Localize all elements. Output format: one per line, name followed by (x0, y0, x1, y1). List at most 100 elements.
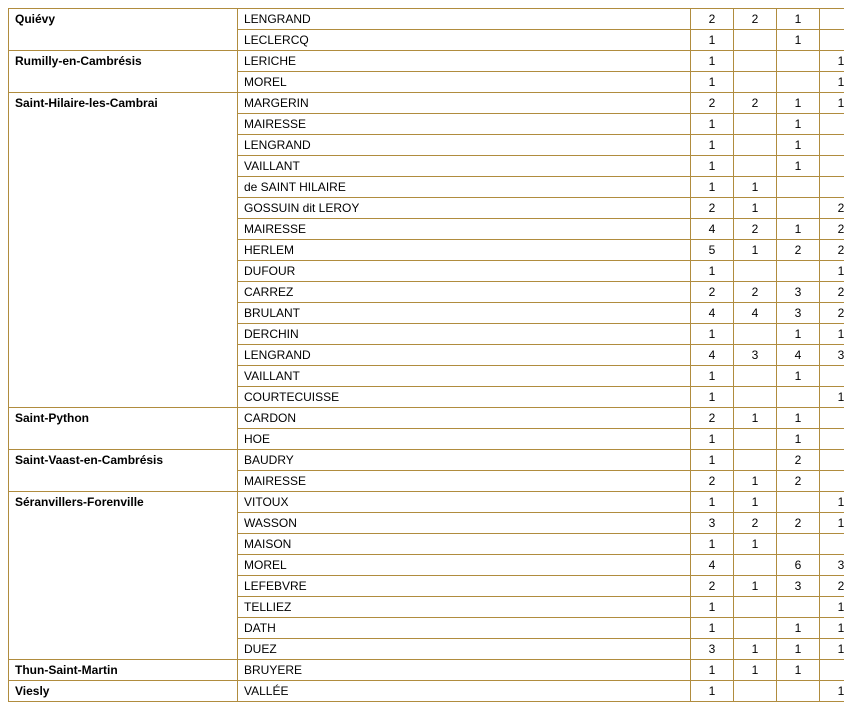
value-cell: 1 (820, 387, 844, 408)
table-row: Rumilly-en-CambrésisLERICHE11 (9, 51, 844, 72)
value-cell: 1 (691, 324, 734, 345)
value-cell: 2 (691, 93, 734, 114)
value-cell: 2 (820, 303, 844, 324)
name-cell: TELLIEZ (238, 597, 691, 618)
value-cell: 1 (820, 261, 844, 282)
value-cell: 1 (820, 639, 844, 660)
name-cell: MAIRESSE (238, 471, 691, 492)
value-cell: 1 (820, 324, 844, 345)
value-cell: 2 (691, 471, 734, 492)
name-cell: CARDON (238, 408, 691, 429)
value-cell: 1 (691, 492, 734, 513)
value-cell (820, 660, 844, 681)
name-cell: de SAINT HILAIRE (238, 177, 691, 198)
name-cell: MARGERIN (238, 93, 691, 114)
value-cell: 4 (734, 303, 777, 324)
place-cell: Thun-Saint-Martin (9, 660, 238, 681)
value-cell: 1 (820, 492, 844, 513)
value-cell: 3 (820, 345, 844, 366)
value-cell (734, 114, 777, 135)
value-cell: 1 (734, 639, 777, 660)
value-cell (734, 387, 777, 408)
place-cell: Saint-Vaast-en-Cambrésis (9, 450, 238, 492)
value-cell (820, 135, 844, 156)
name-cell: MOREL (238, 555, 691, 576)
value-cell: 2 (734, 219, 777, 240)
name-cell: LENGRAND (238, 345, 691, 366)
value-cell: 1 (820, 93, 844, 114)
value-cell (820, 30, 844, 51)
value-cell: 2 (777, 240, 820, 261)
value-cell: 1 (777, 156, 820, 177)
place-cell: Quiévy (9, 9, 238, 51)
value-cell: 2 (734, 93, 777, 114)
name-cell: CARREZ (238, 282, 691, 303)
value-cell: 1 (820, 618, 844, 639)
value-cell (777, 198, 820, 219)
value-cell (777, 387, 820, 408)
table-row: Saint-PythonCARDON211 (9, 408, 844, 429)
value-cell (734, 156, 777, 177)
name-cell: DUEZ (238, 639, 691, 660)
value-cell: 1 (691, 114, 734, 135)
value-cell: 1 (691, 177, 734, 198)
value-cell: 1 (820, 72, 844, 93)
name-cell: BRUYERE (238, 660, 691, 681)
value-cell: 1 (734, 177, 777, 198)
value-cell (734, 261, 777, 282)
value-cell (777, 492, 820, 513)
value-cell: 1 (734, 471, 777, 492)
value-cell: 2 (691, 198, 734, 219)
value-cell (777, 261, 820, 282)
name-cell: LENGRAND (238, 135, 691, 156)
value-cell: 1 (691, 366, 734, 387)
value-cell: 1 (820, 513, 844, 534)
value-cell (820, 450, 844, 471)
table-row: Saint-Hilaire-les-CambraiMARGERIN2211 (9, 93, 844, 114)
value-cell: 1 (691, 618, 734, 639)
value-cell: 3 (691, 513, 734, 534)
value-cell: 2 (691, 9, 734, 30)
name-cell: VAILLANT (238, 366, 691, 387)
value-cell: 1 (777, 219, 820, 240)
value-cell: 3 (777, 303, 820, 324)
value-cell (734, 681, 777, 702)
name-cell: GOSSUIN dit LEROY (238, 198, 691, 219)
value-cell: 1 (734, 492, 777, 513)
value-cell (734, 429, 777, 450)
place-cell: Rumilly-en-Cambrésis (9, 51, 238, 93)
table-row: Séranvillers-ForenvilleVITOUX111 (9, 492, 844, 513)
value-cell: 3 (734, 345, 777, 366)
value-cell: 1 (777, 9, 820, 30)
value-cell (777, 534, 820, 555)
value-cell: 1 (691, 429, 734, 450)
value-cell: 1 (734, 534, 777, 555)
value-cell (734, 366, 777, 387)
table-row: QuiévyLENGRAND221 (9, 9, 844, 30)
value-cell (820, 177, 844, 198)
value-cell: 2 (777, 471, 820, 492)
place-cell: Saint-Hilaire-les-Cambrai (9, 93, 238, 408)
value-cell: 3 (691, 639, 734, 660)
name-cell: DATH (238, 618, 691, 639)
value-cell: 3 (777, 576, 820, 597)
name-cell: LERICHE (238, 51, 691, 72)
value-cell (734, 324, 777, 345)
value-cell: 1 (691, 681, 734, 702)
value-cell: 1 (820, 51, 844, 72)
value-cell: 1 (691, 660, 734, 681)
value-cell (777, 597, 820, 618)
place-cell: Saint-Python (9, 408, 238, 450)
value-cell: 1 (691, 387, 734, 408)
value-cell: 1 (691, 30, 734, 51)
value-cell: 2 (820, 219, 844, 240)
value-cell: 2 (820, 576, 844, 597)
value-cell: 6 (777, 555, 820, 576)
value-cell: 5 (691, 240, 734, 261)
value-cell (820, 114, 844, 135)
value-cell (734, 597, 777, 618)
value-cell: 1 (820, 681, 844, 702)
value-cell: 4 (691, 555, 734, 576)
value-cell: 1 (691, 534, 734, 555)
table-row: VieslyVALLÉE11 (9, 681, 844, 702)
